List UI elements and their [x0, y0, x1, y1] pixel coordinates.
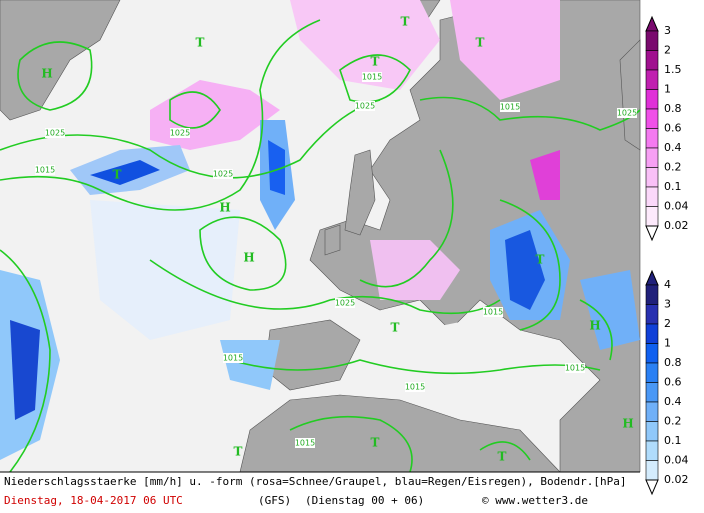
legend-label: 0.4 — [664, 141, 682, 154]
legend-label: 2 — [664, 317, 671, 330]
pressure-center: T — [371, 436, 380, 450]
isobar-label-bg — [45, 128, 65, 138]
footer-description: Niederschlagsstaerke [mm/h] u. -form (ro… — [4, 475, 627, 488]
isobar-label: 1025 — [213, 170, 233, 179]
legend-arrow-top — [645, 269, 659, 286]
legend-swatch — [645, 343, 659, 364]
isobar-label-bg — [223, 353, 243, 363]
isobar-label-bg — [405, 382, 425, 392]
isobar-label: 1025 — [170, 129, 190, 138]
isobar-label-bg — [500, 102, 520, 112]
isobar-label-bg — [483, 307, 503, 317]
legend-label: 0.8 — [664, 102, 682, 115]
legend-label: 3 — [664, 298, 671, 311]
isobar-label: 1015 — [35, 166, 55, 175]
legend-label: 0.2 — [664, 161, 682, 174]
legend-label: 0.04 — [664, 200, 689, 213]
pressure-center: T — [401, 15, 410, 29]
legend-swatch — [645, 69, 659, 90]
pressure-center: H — [41, 67, 52, 81]
isobar-label: 1015 — [565, 364, 585, 373]
legend-label: 1 — [664, 83, 671, 96]
isobar-label: 1025 — [335, 299, 355, 308]
legend-label: 0.8 — [664, 356, 682, 369]
legend-label: 0.4 — [664, 395, 682, 408]
pressure-center: T — [498, 450, 507, 464]
sea — [420, 320, 500, 350]
pressure-center: T — [113, 168, 122, 182]
isobar-label-bg — [335, 298, 355, 308]
isobar-label: 1015 — [483, 308, 503, 317]
pressure-center: T — [196, 36, 205, 50]
legend-swatch — [645, 421, 659, 442]
footer-date: Dienstag, 18-04-2017 06 UTC — [4, 494, 183, 507]
footer-bg — [0, 472, 704, 513]
footer-run: (Dienstag 00 + 06) — [305, 494, 424, 507]
legend-swatch — [645, 362, 659, 383]
pressure-center: H — [243, 251, 254, 265]
legend-label: 1.5 — [664, 63, 682, 76]
legend-swatch — [645, 304, 659, 325]
pressure-center: H — [622, 417, 633, 431]
legend-label: 0.02 — [664, 473, 689, 486]
legend-arrow-bottom — [645, 479, 659, 496]
legend-label: 0.02 — [664, 219, 689, 232]
footer-credit: © www.wetter3.de — [482, 494, 588, 507]
legend-swatch — [645, 323, 659, 344]
isobar-label: 1025 — [355, 102, 375, 111]
legend-label: 0.1 — [664, 434, 682, 447]
legend-arrow-top — [645, 15, 659, 32]
legend-label: 0.04 — [664, 454, 689, 467]
pressure-center: T — [371, 55, 380, 69]
pressure-center: T — [391, 321, 400, 335]
legend-label: 0.6 — [664, 122, 682, 135]
legend-label: 3 — [664, 24, 671, 37]
isobar-label-bg — [35, 165, 55, 175]
legend-swatch — [645, 50, 659, 71]
legend-label: 4 — [664, 278, 671, 291]
legend-swatch — [645, 147, 659, 168]
legend-swatch — [645, 30, 659, 51]
legend-swatch — [645, 89, 659, 110]
pressure-center: T — [234, 445, 243, 459]
isobar-label: 1025 — [617, 109, 637, 118]
pressure-center: T — [536, 253, 545, 267]
isobar-label-bg — [213, 169, 233, 179]
isobar-label: 1015 — [362, 73, 382, 82]
isobar-label-bg — [295, 438, 315, 448]
legend-swatch — [645, 460, 659, 481]
legend-label: 0.2 — [664, 415, 682, 428]
isobar-label: 1015 — [223, 354, 243, 363]
isobars — [0, 19, 641, 473]
legend-label: 1 — [664, 337, 671, 350]
pressure-center: H — [219, 201, 230, 215]
legend-swatch — [645, 284, 659, 305]
legend-label: 0.6 — [664, 376, 682, 389]
isobar-label-bg — [355, 101, 375, 111]
legend-swatch — [645, 206, 659, 227]
legend-swatch — [645, 401, 659, 422]
isobar-label: 1015 — [500, 103, 520, 112]
legend-swatch — [645, 108, 659, 129]
isobar-label-bg — [565, 363, 585, 373]
pressure-center: T — [476, 36, 485, 50]
legend-swatch — [645, 186, 659, 207]
pressure-center: H — [589, 319, 600, 333]
legend-arrow-bottom — [645, 225, 659, 242]
footer-model: (GFS) — [258, 494, 291, 507]
isobar-label-bg — [170, 128, 190, 138]
isobar-label-bg — [617, 108, 637, 118]
legend-swatch — [645, 128, 659, 149]
legend-swatch — [645, 440, 659, 461]
legend-label: 0.1 — [664, 180, 682, 193]
isobar-label-bg — [362, 72, 382, 82]
isobar-label: 1025 — [45, 129, 65, 138]
legend-swatch — [645, 167, 659, 188]
legend-label: 2 — [664, 44, 671, 57]
isobar-label: 1015 — [295, 439, 315, 448]
legend-swatch — [645, 382, 659, 403]
isobar-label: 1015 — [405, 383, 425, 392]
